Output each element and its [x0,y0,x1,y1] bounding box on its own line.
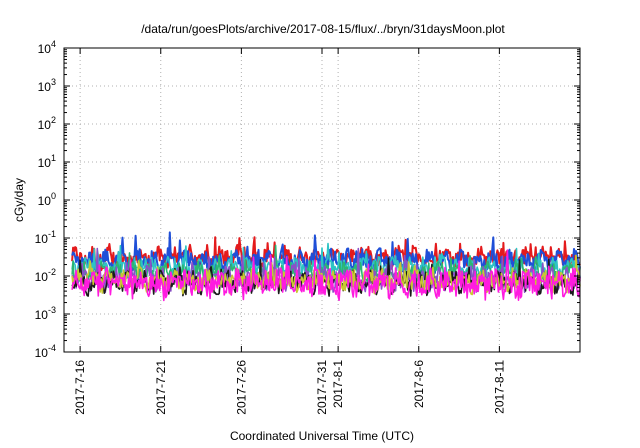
y-tick-label: 10-2 [35,267,56,284]
x-tick-label: 2017-8-1 [331,360,345,408]
ticks: 10-4 10-3 10-2 10-1 100 101 102 103 104 2017-7-16… [35,39,580,415]
series-line [71,249,581,302]
x-tick-label: 2017-7-26 [234,360,248,415]
chart-title: /data/run/goesPlots/archive/2017-08-15/f… [141,22,505,36]
x-tick-label: 2017-7-21 [154,360,168,415]
y-tick-label: 100 [38,191,56,208]
y-tick-label: 102 [38,115,56,132]
x-axis-label: Coordinated Universal Time (UTC) [230,429,414,443]
x-tick-label: 2017-7-31 [315,360,329,415]
y-axis-label: cGy/day [12,178,26,222]
x-tick-label: 2017-8-6 [412,360,426,408]
y-tick-label: 10-3 [35,305,56,322]
x-tick-label: 2017-8-11 [492,360,506,414]
y-tick-label: 10-1 [35,229,56,246]
y-tick-label: 10-4 [35,343,56,360]
y-tick-label: 103 [38,77,56,94]
series-group [71,231,581,302]
y-tick-label: 101 [38,153,56,170]
y-tick-label: 104 [38,39,56,56]
x-tick-label: 2017-7-16 [73,360,87,415]
grid [64,48,580,352]
